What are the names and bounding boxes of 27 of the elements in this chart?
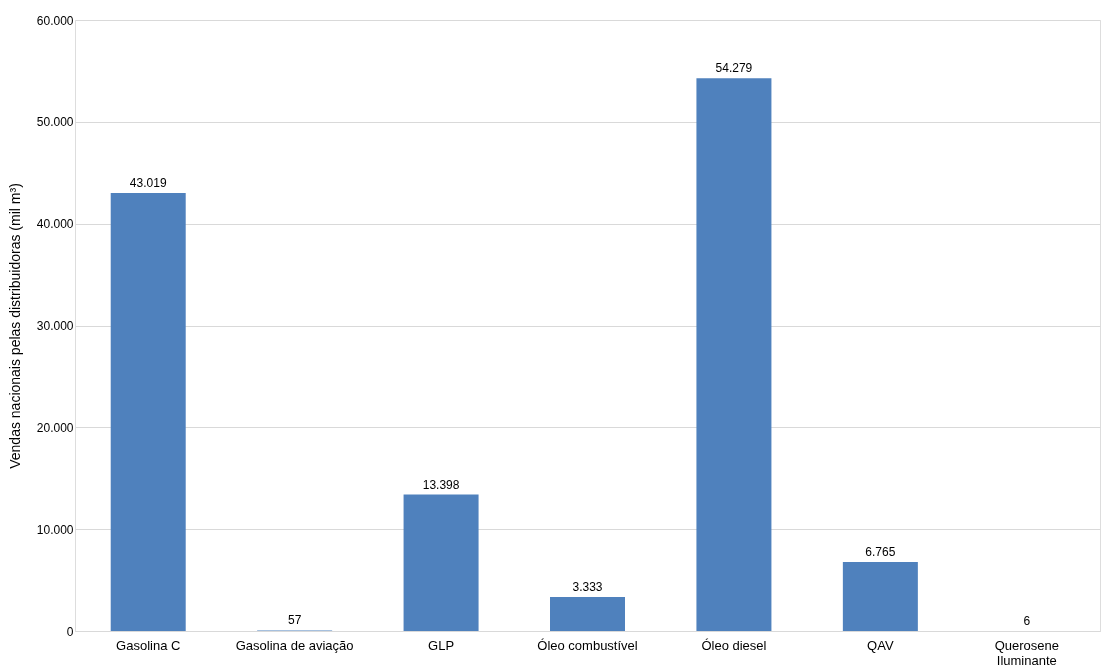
x-tick-label: Óleo combustível xyxy=(537,637,638,653)
y-axis-title: Vendas nacionais pelas distribuidoras (mil m³) xyxy=(6,183,23,469)
data-label: 6 xyxy=(1023,613,1031,628)
data-label: 57 xyxy=(287,613,302,628)
data-label: 3.333 xyxy=(572,580,603,595)
y-tick-label: 20.000 xyxy=(36,420,74,435)
y-tick-label: 30.000 xyxy=(36,319,74,333)
y-tick-label: 40.000 xyxy=(36,217,74,232)
y-tick-label: 10.000 xyxy=(36,522,74,537)
y-tick-label: 60.000 xyxy=(36,13,74,28)
y-tick-label: 50.000 xyxy=(36,115,74,130)
bar xyxy=(696,78,772,631)
bar xyxy=(842,562,918,631)
data-label: 13.398 xyxy=(422,477,460,492)
bar xyxy=(403,494,479,631)
x-tick-label: GLP xyxy=(428,637,455,653)
data-label: 54.279 xyxy=(715,61,753,76)
bar xyxy=(550,597,625,631)
bar xyxy=(110,192,186,631)
x-tick-label: Gasolina C xyxy=(116,637,181,653)
y-tick-label: 0 xyxy=(66,624,74,639)
data-label: 43.019 xyxy=(129,175,167,190)
x-tick-label: Gasolina de aviação xyxy=(235,637,354,653)
x-tick-label: Óleo diesel xyxy=(701,637,767,653)
x-tick-label: Querosene Iluminante xyxy=(994,637,1059,668)
x-tick-label: QAV xyxy=(867,637,894,653)
data-label: 6.765 xyxy=(865,545,896,560)
